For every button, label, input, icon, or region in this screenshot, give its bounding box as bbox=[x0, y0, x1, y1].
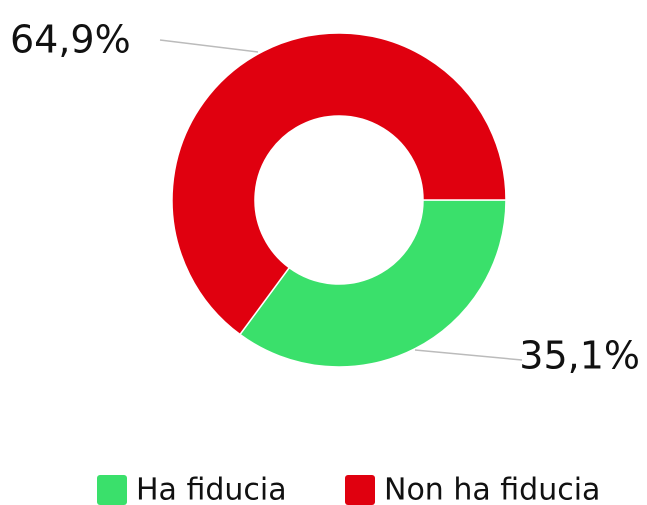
leader-line bbox=[159, 39, 259, 53]
legend-swatch bbox=[345, 475, 375, 505]
legend-label: Non ha fiducia bbox=[384, 473, 600, 505]
slice bbox=[171, 32, 507, 336]
value-label: 64,9% bbox=[10, 18, 131, 62]
slice bbox=[238, 199, 507, 368]
legend-label: Ha fiducia bbox=[136, 473, 287, 505]
value-label: 35,1% bbox=[519, 334, 640, 378]
legend-swatch bbox=[97, 475, 127, 505]
leader-line bbox=[414, 349, 523, 361]
